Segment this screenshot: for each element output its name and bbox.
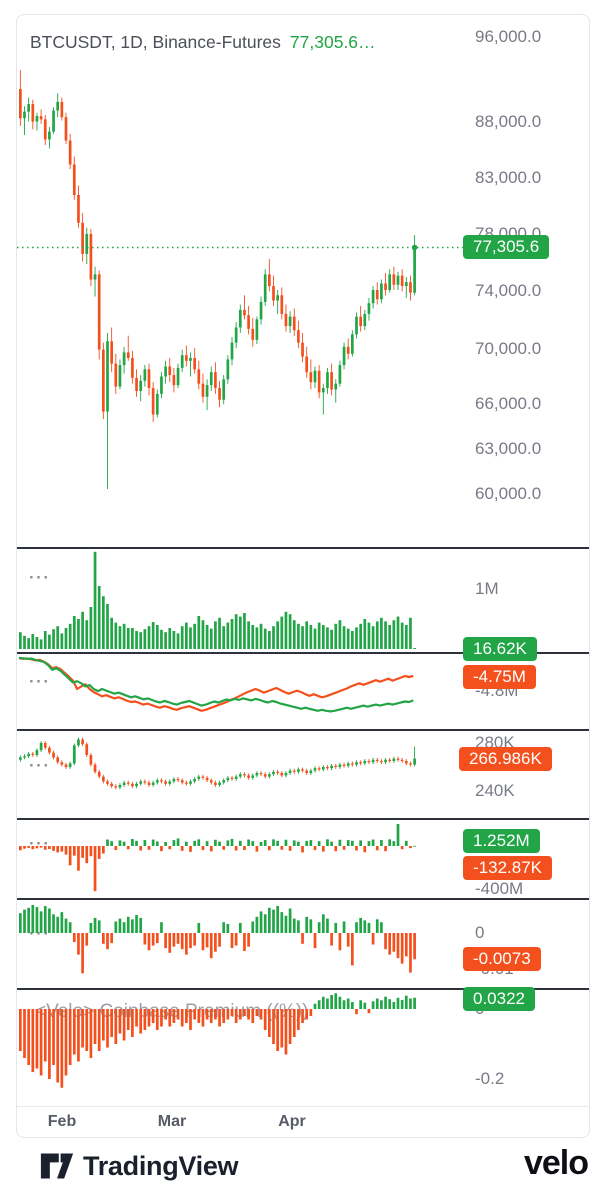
time-axis[interactable]: Feb Mar Apr — [17, 1106, 589, 1136]
last-price-value: 77,305.6… — [289, 32, 376, 52]
tradingview-logo-icon — [40, 1153, 74, 1179]
chart-plot-area[interactable] — [17, 15, 589, 1137]
pane-resize-handle[interactable] — [17, 652, 589, 654]
price-tick: 96,000.0 — [475, 27, 542, 46]
lines-value-badge: -4.75M — [463, 665, 536, 689]
price-tick: 74,000.0 — [475, 281, 542, 300]
tradingview-logo-text: TradingView — [83, 1150, 239, 1181]
pane-resize-handle[interactable] — [17, 729, 589, 731]
price-tick: 60,000.0 — [475, 484, 542, 503]
flows-tick: -400M — [475, 879, 524, 898]
lines-pane-menu-icon[interactable]: ··· — [29, 672, 51, 691]
premium-tick-bottom: -0.2 — [475, 1069, 505, 1088]
price-tick: 70,000.0 — [475, 339, 542, 358]
price-tick: 66,000.0 — [475, 394, 542, 413]
price-tick: 63,000.0 — [475, 439, 542, 458]
price-tick: 88,000.0 — [475, 112, 542, 131]
pane-resize-handle[interactable] — [17, 547, 589, 549]
tradingview-logo[interactable]: TradingView — [40, 1150, 239, 1182]
ratio-tick-zero: 0 — [475, 923, 485, 942]
flows-green-badge: 1.252M — [463, 829, 540, 853]
chart-card: <Velo> Coinbase Premium ((%)) ··· ··· ··… — [16, 14, 590, 1138]
volume-value-badge: 16.62K — [463, 637, 537, 661]
pane-resize-handle[interactable] — [17, 818, 589, 820]
oi-tick-bottom: 240K — [475, 781, 515, 800]
month-label-apr: Apr — [278, 1113, 306, 1130]
oi-pane-menu-icon[interactable]: ··· — [29, 756, 51, 775]
symbol-title[interactable]: BTCUSDT, 1D, Binance-Futures — [30, 32, 281, 52]
premium-value-badge: 0.0322 — [463, 987, 535, 1011]
month-label-feb: Feb — [47, 1113, 77, 1130]
velo-logo[interactable]: velo — [523, 1144, 589, 1182]
pane-resize-handle[interactable] — [17, 988, 589, 990]
month-label-mar: Mar — [157, 1113, 187, 1130]
last-price-badge: 77,305.6 — [463, 235, 550, 259]
volume-pane-menu-icon[interactable]: ··· — [29, 568, 51, 587]
price-tick: 83,000.0 — [475, 168, 542, 187]
volume-tick: 1M — [475, 579, 499, 598]
pane-resize-handle[interactable] — [17, 898, 589, 900]
chart-legend: BTCUSDT, 1D, Binance-Futures 77,305.6… — [30, 32, 376, 53]
flows-orange-badge: -132.87K — [463, 856, 552, 880]
oi-value-badge: 266.986K — [459, 747, 552, 771]
ratio-value-badge: -0.0073 — [463, 947, 541, 971]
footer: TradingView velo — [0, 1140, 606, 1200]
